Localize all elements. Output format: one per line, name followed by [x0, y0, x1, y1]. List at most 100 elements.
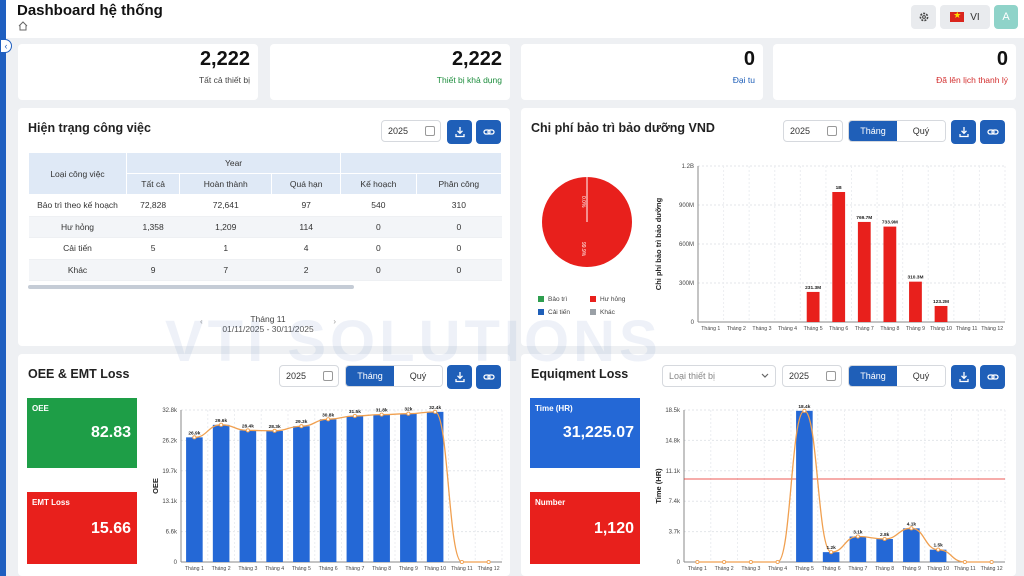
trend-point[interactable] — [299, 424, 304, 429]
chart-bar[interactable] — [806, 291, 820, 322]
trend-point[interactable] — [748, 559, 753, 565]
year-picker[interactable]: 2025 — [783, 120, 843, 142]
trend-point[interactable] — [775, 559, 780, 565]
share-link-button[interactable] — [980, 120, 1005, 144]
trend-point[interactable] — [272, 428, 277, 433]
chart-bar[interactable] — [400, 413, 417, 562]
chart-bar[interactable] — [857, 221, 871, 322]
column-header: Phân công — [415, 173, 503, 195]
year-picker[interactable]: 2025 — [279, 365, 339, 387]
share-link-button[interactable] — [476, 120, 501, 144]
trend-point[interactable] — [882, 536, 887, 542]
legend-item[interactable]: Hư hỏng — [590, 296, 625, 303]
y-axis-title: Chi phí bảo trì bảo dưỡng — [654, 197, 663, 290]
trend-point[interactable] — [219, 422, 224, 427]
chart-bar[interactable] — [934, 305, 948, 322]
trend-point[interactable] — [695, 559, 700, 565]
chart-bar[interactable] — [876, 538, 893, 562]
chart-bar[interactable] — [266, 430, 283, 562]
chart-bar[interactable] — [832, 192, 846, 322]
trend-point[interactable] — [459, 559, 464, 565]
trend-point[interactable] — [829, 550, 834, 555]
avatar[interactable]: A — [994, 5, 1018, 29]
trend-point[interactable] — [352, 413, 357, 419]
data-label: 310.3M — [907, 275, 923, 281]
table-row[interactable]: Khác 9 7 2 0 0 — [28, 259, 502, 281]
column-header: Tất cả — [125, 173, 181, 195]
chart-bar[interactable] — [909, 281, 922, 322]
y-tick-label: 14.8k — [665, 438, 681, 444]
legend-swatch — [590, 296, 596, 303]
chart-bar[interactable] — [293, 426, 310, 562]
legend-item[interactable]: Cải tiến — [538, 309, 570, 316]
chart-bar[interactable] — [239, 430, 257, 562]
tab-quarter[interactable]: Quý — [897, 366, 945, 386]
trend-point[interactable] — [802, 408, 807, 413]
x-tick-label: Tháng 4 — [768, 566, 787, 572]
y-tick-label: 13.1k — [162, 499, 178, 505]
collapse-sidebar-button[interactable]: ‹ — [0, 39, 12, 53]
table-row[interactable]: Cải tiến 5 1 4 0 0 — [28, 237, 502, 260]
tab-month[interactable]: Tháng — [346, 366, 394, 386]
trend-point[interactable] — [245, 428, 250, 433]
download-button[interactable] — [447, 365, 472, 389]
chart-bar[interactable] — [883, 226, 897, 322]
tab-quarter[interactable]: Quý — [394, 366, 442, 386]
legend-item[interactable]: Bảo trì — [538, 296, 567, 303]
home-icon[interactable] — [18, 21, 28, 31]
chart-bar[interactable] — [822, 552, 840, 562]
trend-point[interactable] — [722, 559, 727, 565]
trend-point[interactable] — [989, 559, 994, 565]
download-button[interactable] — [951, 120, 976, 144]
chart-bar[interactable] — [373, 414, 390, 562]
data-label: 32.4k — [429, 405, 441, 411]
chart-bar[interactable] — [426, 411, 444, 562]
link-icon — [986, 374, 999, 380]
table-cell: 1 — [179, 237, 272, 260]
trend-point[interactable] — [962, 559, 967, 565]
trend-point[interactable] — [855, 534, 860, 539]
chart-bar[interactable] — [186, 437, 203, 562]
tab-month[interactable]: Tháng — [849, 366, 897, 386]
year-picker[interactable]: 2025 — [381, 120, 441, 142]
trend-point[interactable] — [433, 409, 438, 414]
download-button[interactable] — [447, 120, 472, 144]
legend-item[interactable]: Khác — [590, 309, 615, 316]
tab-month[interactable]: Tháng — [849, 121, 897, 141]
settings-button[interactable] — [911, 5, 936, 29]
share-link-button[interactable] — [476, 365, 501, 389]
data-label: 1B — [836, 185, 843, 191]
table-cell: 114 — [271, 216, 341, 238]
trend-point[interactable] — [326, 417, 331, 422]
trend-point[interactable] — [406, 411, 411, 416]
trend-point[interactable] — [909, 526, 914, 531]
stat-value: 0 — [996, 48, 1008, 70]
year-picker[interactable]: 2025 — [782, 365, 842, 387]
chart-bar[interactable] — [849, 536, 867, 562]
chart-bar[interactable] — [903, 528, 920, 562]
next-month-button[interactable]: › — [333, 317, 336, 326]
tab-quarter[interactable]: Quý — [897, 121, 945, 141]
table-row[interactable]: Bảo trì theo kế hoạch 72,828 72,641 97 5… — [28, 194, 502, 217]
chart-bar[interactable] — [929, 549, 947, 562]
table-row[interactable]: Hư hỏng 1,358 1,209 114 0 0 — [28, 216, 502, 238]
trend-point[interactable] — [486, 559, 491, 565]
trend-point[interactable] — [379, 412, 384, 417]
chart-bar[interactable] — [212, 424, 230, 562]
horizontal-scrollbar[interactable] — [28, 285, 354, 289]
chart-bar[interactable] — [346, 416, 364, 562]
data-label: 26.9k — [188, 430, 200, 436]
download-icon — [454, 372, 465, 383]
oee-panel: OEE & EMT Loss 2025 Tháng Quý OEE 82.83 … — [18, 354, 510, 576]
chart-bar[interactable] — [796, 410, 813, 562]
chart-bar[interactable] — [319, 419, 337, 562]
trend-point[interactable] — [192, 435, 197, 440]
column-group-header — [340, 152, 502, 174]
kpi-value: 15.66 — [90, 520, 131, 537]
trend-point[interactable] — [936, 547, 941, 552]
device-type-select[interactable]: Loại thiết bị — [662, 365, 776, 387]
share-link-button[interactable] — [980, 365, 1005, 389]
prev-month-button[interactable]: ‹ — [200, 317, 203, 326]
download-button[interactable] — [951, 365, 976, 389]
language-selector[interactable]: VI — [940, 5, 990, 29]
